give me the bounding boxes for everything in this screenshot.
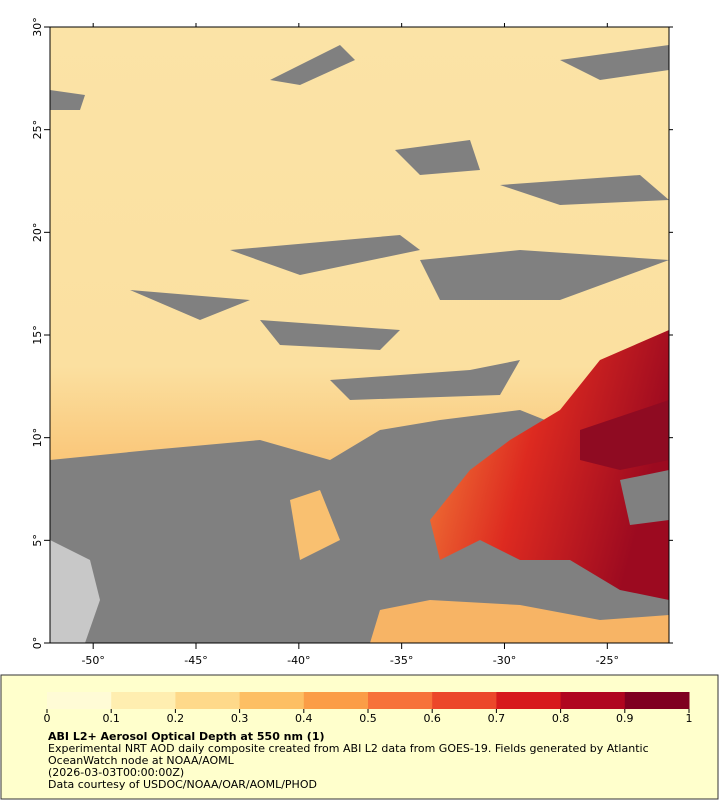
x-tick-label: -30° [493,654,516,667]
dust-plume [430,330,669,600]
y-tick-label: 0° [31,637,44,650]
caption-description: Experimental NRT AOD daily composite cre… [48,742,649,767]
colorbar-tick-label: 0.9 [616,712,634,725]
colorbar-segment [496,692,562,709]
y-tick-label: 15° [31,325,44,345]
colorbar-segment [624,692,690,709]
x-tick-label: -40° [287,654,310,667]
colorbar-tick-label: 0.3 [231,712,249,725]
colorbar: 0 0.1 0.2 0.3 0.4 0.5 0.6 0.7 0.8 0.9 1 [44,692,693,725]
caption: ABI L2+ Aerosol Optical Depth at 550 nm … [48,731,688,791]
y-tick-label: 5° [31,534,44,547]
colorbar-segment [432,692,497,709]
colorbar-tick-label: 0.7 [488,712,506,725]
colorbar-tick-label: 0.5 [359,712,377,725]
x-tick-label: -45° [184,654,207,667]
aod-patch [370,600,669,643]
colorbar-segment [239,692,305,709]
dust-core [580,400,669,470]
y-tick-label: 10° [31,428,44,448]
colorbar-tick-label: 0 [44,712,51,725]
colorbar-tick-label: 0.8 [552,712,570,725]
aod-patch [290,490,340,560]
colorbar-tick-label: 0.6 [423,712,441,725]
colorbar-segment [111,692,176,709]
x-tick-label: -25° [596,654,619,667]
x-tick-label: -50° [81,654,104,667]
y-tick-label: 20° [31,223,44,243]
colorbar-segment [175,692,241,709]
caption-time: (2026-03-03T00:00:00Z) [48,766,185,779]
colorbar-segment [560,692,626,709]
axes: -50° -45° -40° -35° -30° -25° 0° 5° 10° 15° 20° 25°… [31,17,673,667]
x-tick-label: -35° [390,654,413,667]
y-tick-label: 25° [31,120,44,140]
map-image [50,27,669,643]
caption-credit: Data courtesy of USDOC/NOAA/OAR/AOML/PHO… [48,778,317,791]
colorbar-tick-label: 1 [686,712,693,725]
y-tick-label: 30° [31,17,44,37]
colorbar-segment [47,692,112,709]
no-data-area [620,470,669,525]
colorbar-segment [303,692,369,709]
colorbar-tick-label: 0.4 [295,712,313,725]
land [50,540,100,643]
colorbar-tick-label: 0.2 [167,712,185,725]
colorbar-segment [368,692,433,709]
caption-title: ABI L2+ Aerosol Optical Depth at 550 nm … [48,730,325,743]
colorbar-tick-label: 0.1 [102,712,120,725]
